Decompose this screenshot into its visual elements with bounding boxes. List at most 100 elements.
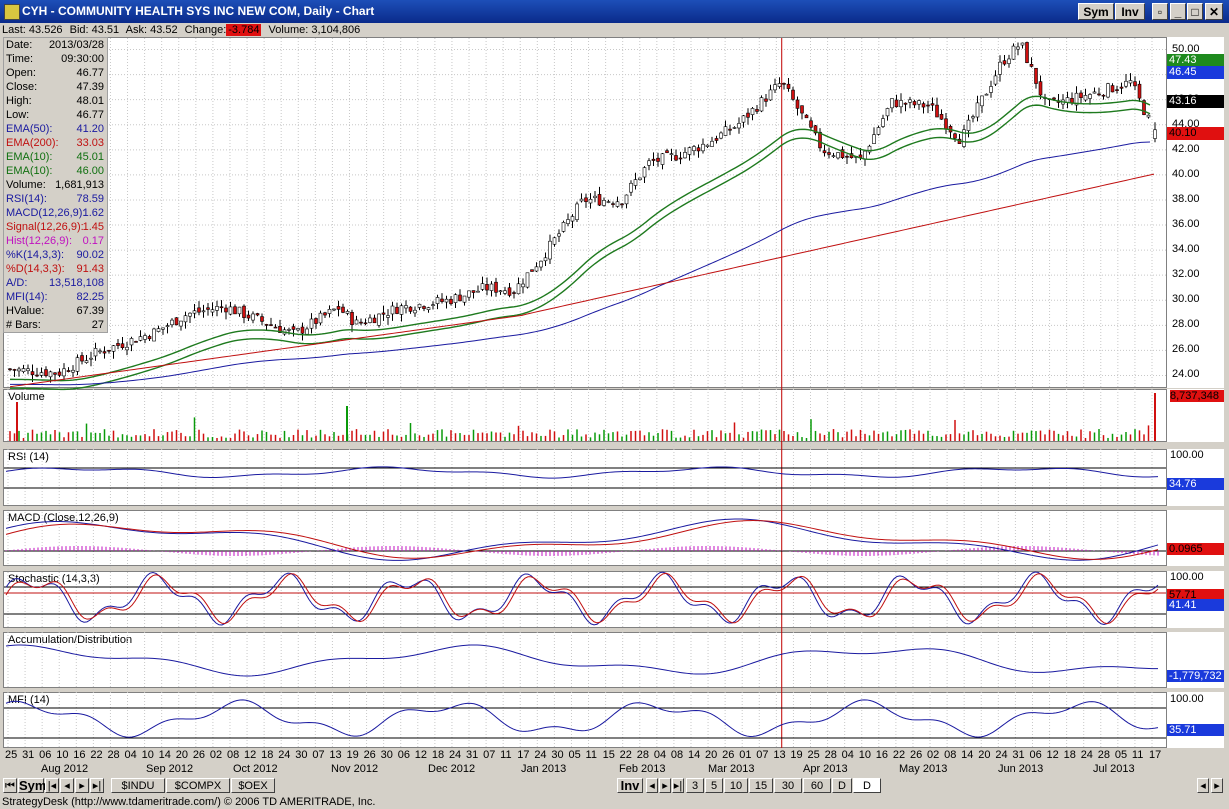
- candle-body: [386, 315, 390, 318]
- inv-tab[interactable]: Inv: [617, 778, 643, 793]
- macd-panel[interactable]: MACD (Close,12,26,9): [3, 510, 1167, 566]
- data-window-label: Volume:: [6, 179, 46, 191]
- candle-body: [989, 86, 993, 93]
- price-panel[interactable]: [3, 37, 1167, 388]
- candle-body: [318, 312, 323, 324]
- candle-body: [1142, 100, 1146, 116]
- index-tab-oex[interactable]: $OEX: [231, 778, 275, 793]
- price-flag: 40.10: [1167, 127, 1224, 140]
- sym-tab[interactable]: Sym: [18, 778, 47, 793]
- period-60[interactable]: 60: [803, 778, 831, 793]
- index-tab-indu[interactable]: $INDU: [111, 778, 165, 793]
- candle-body: [345, 311, 350, 314]
- mfi-panel[interactable]: MFI (14): [3, 692, 1167, 748]
- candle-body: [134, 341, 138, 343]
- rsi-panel[interactable]: RSI (14): [3, 449, 1167, 506]
- period-d[interactable]: D: [832, 778, 852, 793]
- period-prev-icon[interactable]: ◂: [646, 778, 658, 793]
- candle-body: [584, 197, 588, 203]
- date-tick: 02: [927, 749, 940, 761]
- candle-body: [615, 201, 620, 207]
- candle-body: [242, 305, 246, 318]
- data-window-row: %K(14,3,3): 90.02: [4, 248, 107, 262]
- candle-body: [993, 75, 998, 85]
- date-tick: 04: [124, 749, 137, 761]
- candle-body: [822, 150, 827, 154]
- date-tick: 11: [1131, 749, 1144, 761]
- nav-first-icon[interactable]: |◂: [45, 778, 59, 793]
- period-30[interactable]: 30: [774, 778, 802, 793]
- data-window-row: Time: 09:30:00: [4, 52, 107, 66]
- data-window-row: %D(14,3,3): 91.43: [4, 262, 107, 276]
- restore-icon[interactable]: ▫: [1152, 3, 1168, 20]
- nav-next-icon[interactable]: ▸: [75, 778, 89, 793]
- candle-body: [1115, 89, 1119, 91]
- date-tick: 08: [670, 749, 684, 761]
- candle-body: [237, 306, 242, 315]
- candle-body: [575, 203, 579, 220]
- ad-panel[interactable]: Accumulation/Distribution: [3, 632, 1167, 688]
- candle-body: [462, 295, 467, 303]
- date-tick: 08: [226, 749, 240, 761]
- ad-flag: -1,779,732: [1167, 670, 1224, 682]
- candle-body: [233, 306, 237, 315]
- date-tick: 10: [141, 749, 154, 761]
- date-tick: 26: [722, 749, 735, 761]
- data-window-row: Low: 46.77: [4, 108, 107, 122]
- candle-body: [102, 351, 107, 354]
- data-window-label: EMA(10):: [6, 165, 53, 177]
- maximize-icon[interactable]: □: [1187, 3, 1203, 20]
- candle-body: [161, 327, 165, 330]
- rsi-line: [5, 466, 1159, 479]
- period-15[interactable]: 15: [749, 778, 773, 793]
- period-last-icon[interactable]: ▸|: [672, 778, 684, 793]
- price-tick: 42.00: [1172, 142, 1200, 155]
- date-tick: 13: [773, 749, 786, 761]
- candle-body: [431, 304, 435, 306]
- first-icon[interactable]: ⏮: [3, 778, 17, 793]
- close-icon[interactable]: ✕: [1205, 3, 1223, 20]
- candle-body: [1025, 42, 1029, 64]
- candle-body: [935, 104, 939, 118]
- candle-body: [381, 312, 386, 315]
- candle-body: [894, 99, 899, 108]
- date-tick: 12: [414, 749, 428, 761]
- scroll-left-icon[interactable]: ◂: [1197, 778, 1209, 793]
- candle-body: [579, 198, 584, 202]
- minimize-icon[interactable]: _: [1170, 3, 1186, 20]
- candle-body: [246, 314, 251, 319]
- data-window-row: Signal(12,26,9): 1.45: [4, 220, 107, 234]
- period-5[interactable]: 5: [705, 778, 723, 793]
- candle-body: [759, 97, 764, 112]
- period-3[interactable]: 3: [686, 778, 704, 793]
- index-tab-compx[interactable]: $COMPX: [166, 778, 230, 793]
- candle-body: [602, 200, 606, 206]
- period-d-active[interactable]: D: [853, 778, 881, 793]
- date-tick: 16: [73, 749, 86, 761]
- candle-body: [507, 287, 512, 296]
- nav-prev-icon[interactable]: ◂: [60, 778, 74, 793]
- candle-body: [665, 150, 669, 153]
- data-window-row: Volume: 1,681,913: [4, 178, 107, 192]
- candle-body: [219, 306, 224, 309]
- price-tick: 26.00: [1172, 343, 1200, 356]
- candle-body: [876, 127, 881, 135]
- stochastic-flag-blue: 41.41: [1167, 599, 1224, 611]
- data-window-row: RSI(14): 78.59: [4, 192, 107, 206]
- period-10[interactable]: 10: [724, 778, 748, 793]
- inv-button[interactable]: Inv: [1115, 3, 1145, 20]
- period-next-icon[interactable]: ▸: [659, 778, 671, 793]
- date-tick: 02: [209, 749, 223, 761]
- ema200-line: [9, 173, 1155, 388]
- data-window-value: 45.01: [76, 151, 104, 163]
- date-tick: 26: [909, 749, 923, 761]
- candle-body: [1002, 60, 1007, 65]
- data-window-label: EMA(50):: [6, 123, 53, 135]
- candle-body: [206, 307, 210, 310]
- sym-button[interactable]: Sym: [1078, 3, 1114, 20]
- scroll-right-icon[interactable]: ▸: [1211, 778, 1223, 793]
- nav-last-icon[interactable]: ▸|: [90, 778, 104, 793]
- candle-body: [359, 321, 363, 324]
- price-flag: 46.45: [1167, 66, 1224, 79]
